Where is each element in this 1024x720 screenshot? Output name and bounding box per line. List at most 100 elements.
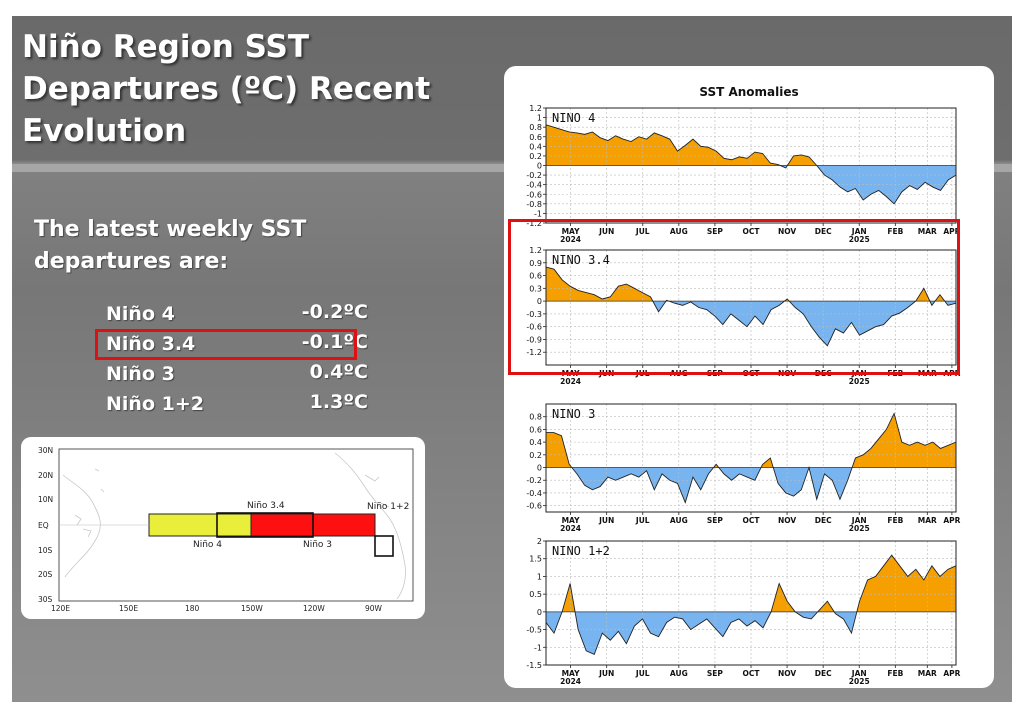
x-tick-label: OCT xyxy=(743,669,761,678)
y-tick-label: 0 xyxy=(537,608,542,617)
lat-label: 30S xyxy=(38,595,53,604)
nino4-nino34-overlap-box xyxy=(216,513,252,537)
x-tick-label: APR xyxy=(943,227,960,236)
y-tick-label: -0.4 xyxy=(526,181,542,190)
y-tick-label: 0.4 xyxy=(529,438,542,447)
x-tick-label: SEP xyxy=(707,669,724,678)
lon-label: 150E xyxy=(119,604,138,613)
y-tick-label: 0.5 xyxy=(529,590,542,599)
year-label: 2024 xyxy=(560,235,581,244)
positive-anomaly-area xyxy=(546,555,956,612)
y-tick-label: -0.4 xyxy=(526,489,542,498)
x-tick-label: SEP xyxy=(707,516,724,525)
year-label: 2024 xyxy=(560,524,581,533)
y-tick-label: 0.4 xyxy=(529,142,542,151)
sst-anomalies-charts: SST Anomalies1.210.80.60.40.20-0.2-0.4-0… xyxy=(526,85,961,686)
x-tick-label: JUN xyxy=(598,669,614,678)
year-label: 2024 xyxy=(560,677,581,686)
y-tick-label: -1.2 xyxy=(526,219,542,228)
coastline-outlines xyxy=(62,452,406,600)
anomaly-line xyxy=(545,124,957,205)
x-tick-label: JUL xyxy=(635,516,650,525)
x-tick-label: APR xyxy=(943,516,960,525)
series-label: NINO 1+2 xyxy=(552,544,610,558)
series-label: NINO 3 xyxy=(552,407,595,421)
value-row-nino3: Niño 3 0.4ºC xyxy=(106,361,376,391)
region-value: 1.3ºC xyxy=(309,391,368,413)
nino34-region-box xyxy=(216,512,314,538)
negative-anomaly-area xyxy=(571,467,853,503)
x-tick-label: JAN xyxy=(851,516,867,525)
lat-label: EQ xyxy=(38,521,49,530)
y-tick-label: 1 xyxy=(537,572,542,581)
region-name: Niño 3 xyxy=(106,363,175,385)
lon-label: 120E xyxy=(51,604,70,613)
x-tick-label: DEC xyxy=(815,669,832,678)
x-tick-label: MAR xyxy=(918,516,937,525)
y-tick-label: -1 xyxy=(534,209,542,218)
y-tick-label: 1.5 xyxy=(529,555,542,564)
y-tick-label: 1 xyxy=(537,114,542,123)
y-tick-label: 1.2 xyxy=(529,246,542,255)
region-value: -0.1ºC xyxy=(301,331,368,353)
x-tick-label: JUL xyxy=(635,227,650,236)
y-tick-label: 1.2 xyxy=(529,104,542,113)
positive-anomaly-area xyxy=(546,267,956,302)
y-tick-label: 0.8 xyxy=(529,123,542,132)
lon-label: 150W xyxy=(241,604,263,613)
value-row-nino34: Niño 3.4 -0.1ºC xyxy=(106,331,376,361)
sst-anomalies-panel: SST Anomalies 1.2 1 0.8 0.6 0.4 0.2 0 -0.2 -0.4 -0… xyxy=(504,66,994,688)
x-tick-label: MAR xyxy=(918,669,937,678)
x-tick-label: MAY xyxy=(562,516,581,525)
negative-anomaly-area xyxy=(652,301,956,346)
lat-label: 20S xyxy=(38,570,53,579)
y-tick-label: 0.9 xyxy=(529,259,542,268)
lon-label: 90W xyxy=(365,604,383,613)
x-tick-label: AUG xyxy=(670,516,688,525)
x-tick-label: JAN xyxy=(851,227,867,236)
x-tick-label: MAY xyxy=(562,227,581,236)
y-tick-label: 0.6 xyxy=(529,133,542,142)
x-tick-label: NOV xyxy=(778,669,796,678)
y-tick-label: 0.2 xyxy=(529,451,542,460)
intro-text: The latest weekly SST departures are: xyxy=(34,217,307,274)
chart-nino-3: 0.8 0.6 0.4 0.2 0 -0.2 -0.4 -0.6 NINO 3 MAY JUN JUL… xyxy=(526,403,961,533)
lon-label: 180 xyxy=(185,604,200,613)
year-label: 2025 xyxy=(849,235,870,244)
region-value: 0.4ºC xyxy=(309,361,368,383)
y-tick-label: -0.9 xyxy=(526,335,542,344)
y-tick-label: -1 xyxy=(534,643,542,652)
x-tick-label: FEB xyxy=(887,516,903,525)
region-value: -0.2ºC xyxy=(301,301,368,323)
y-tick-label: 0.6 xyxy=(529,425,542,434)
lon-label: 120W xyxy=(303,604,325,613)
positive-anomaly-area xyxy=(546,124,956,166)
lat-label: 10S xyxy=(38,546,53,555)
anomaly-line xyxy=(545,266,957,347)
year-label: 2025 xyxy=(849,377,870,386)
anomaly-line xyxy=(546,412,957,504)
y-tick-label: 0.3 xyxy=(529,284,542,293)
y-tick-label: -0.2 xyxy=(526,476,542,485)
x-tick-label: JAN xyxy=(851,669,867,678)
x-tick-label: DEC xyxy=(815,516,832,525)
slide-background: Niño Region SST Departures (ºC) Recent E… xyxy=(12,16,1012,702)
y-tick-label: 0.6 xyxy=(529,272,542,281)
y-tick-label: -0.6 xyxy=(526,502,542,511)
nino4-region-box xyxy=(148,513,218,537)
value-row-nino12: Niño 1+2 1.3ºC xyxy=(106,391,376,421)
lat-label: 30N xyxy=(38,446,53,455)
nino-regions-map-card: Niño 4 Niño 3.4 Niño 3 Niño 1+2 30N 20N … xyxy=(21,437,425,619)
lat-label: 20N xyxy=(38,471,53,480)
chart-title: SST Anomalies xyxy=(699,85,798,99)
negative-anomaly-area xyxy=(546,611,857,655)
series-label: NINO 3.4 xyxy=(552,253,610,267)
nino34-highlight-box xyxy=(95,329,357,360)
nino4-label: Niño 4 xyxy=(193,540,222,550)
anomaly-line xyxy=(545,554,957,655)
x-tick-label: MAR xyxy=(918,227,937,236)
x-tick-label: NOV xyxy=(778,516,796,525)
y-tick-label: -1.2 xyxy=(526,348,542,357)
x-tick-label: OCT xyxy=(743,227,761,236)
